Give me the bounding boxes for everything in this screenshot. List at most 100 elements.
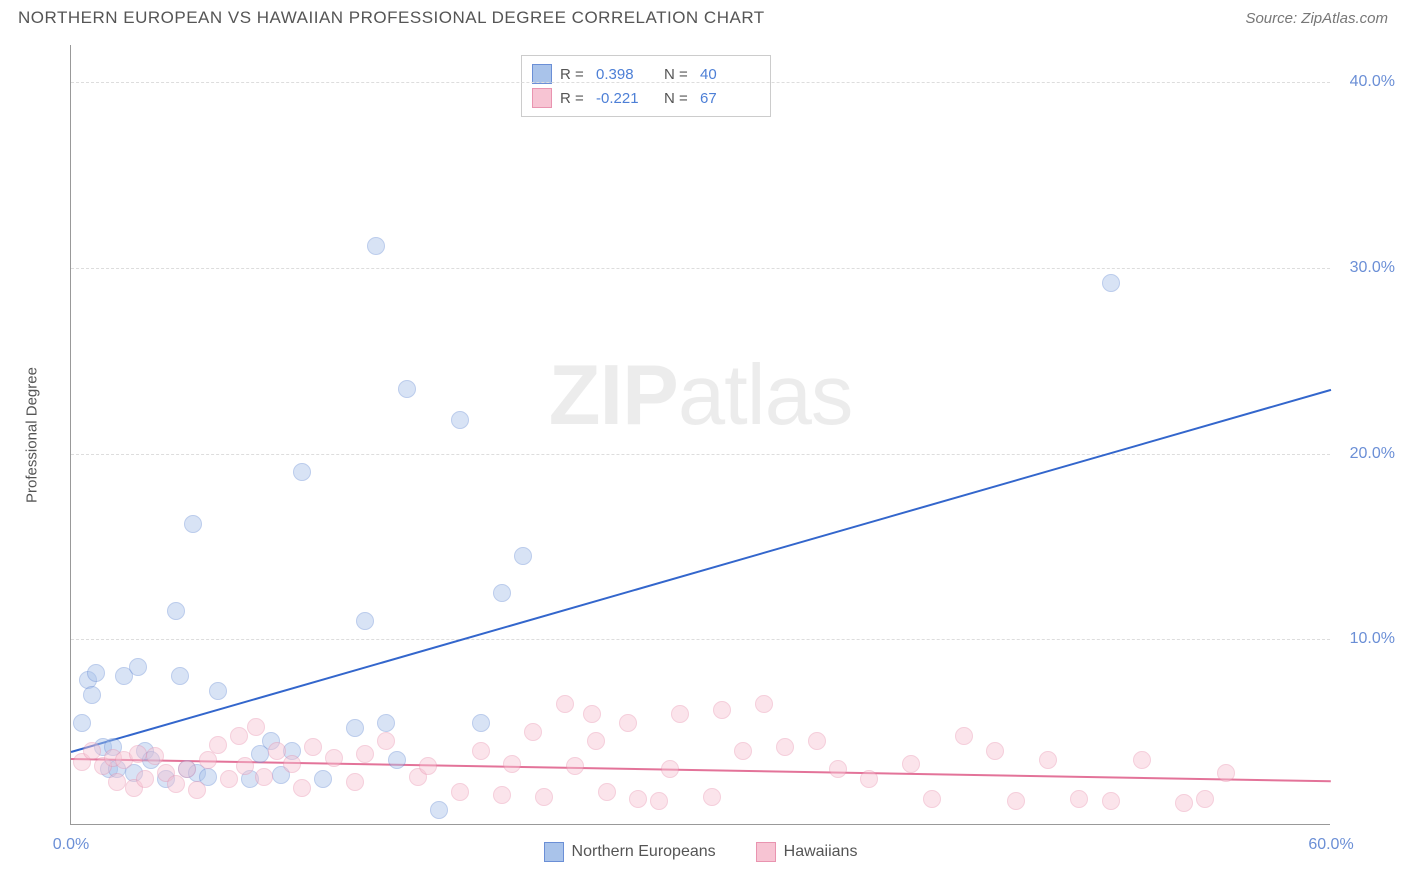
scatter-point (583, 705, 601, 723)
scatter-point (209, 736, 227, 754)
scatter-point (703, 788, 721, 806)
scatter-point (1070, 790, 1088, 808)
scatter-point (629, 790, 647, 808)
scatter-point (472, 742, 490, 760)
legend-label: Hawaiians (784, 843, 858, 861)
scatter-point (283, 755, 301, 773)
scatter-point (598, 783, 616, 801)
series-swatch (532, 64, 552, 84)
scatter-point (129, 658, 147, 676)
scatter-point (87, 664, 105, 682)
r-label: R = (560, 66, 588, 83)
n-value: 40 (700, 66, 760, 83)
y-tick-label: 30.0% (1350, 259, 1395, 277)
scatter-point (346, 719, 364, 737)
scatter-point (1175, 794, 1193, 812)
scatter-point (255, 768, 273, 786)
scatter-point (83, 686, 101, 704)
scatter-point (524, 723, 542, 741)
scatter-point (167, 602, 185, 620)
scatter-point (713, 701, 731, 719)
scatter-point (398, 380, 416, 398)
legend-label: Northern Europeans (572, 843, 716, 861)
scatter-point (514, 547, 532, 565)
scatter-point (377, 732, 395, 750)
scatter-point (860, 770, 878, 788)
scatter-point (419, 757, 437, 775)
scatter-point (535, 788, 553, 806)
scatter-point (776, 738, 794, 756)
scatter-point (661, 760, 679, 778)
scatter-point (1102, 274, 1120, 292)
scatter-point (1133, 751, 1151, 769)
chart-container: Professional Degree ZIPatlas R =0.398N =… (50, 45, 1330, 825)
trend-line (71, 389, 1332, 753)
scatter-point (188, 781, 206, 799)
gridline (71, 639, 1330, 640)
scatter-point (493, 786, 511, 804)
y-axis-label: Professional Degree (24, 367, 41, 503)
scatter-point (377, 714, 395, 732)
n-label: N = (664, 90, 692, 107)
scatter-point (388, 751, 406, 769)
scatter-point (236, 757, 254, 775)
y-tick-label: 40.0% (1350, 73, 1395, 91)
scatter-point (108, 773, 126, 791)
scatter-point (556, 695, 574, 713)
scatter-point (829, 760, 847, 778)
scatter-point (734, 742, 752, 760)
series-swatch (532, 88, 552, 108)
legend-item: Hawaiians (756, 842, 858, 862)
scatter-point (146, 747, 164, 765)
legend: Northern Europeans Hawaiians (71, 842, 1330, 862)
chart-title: NORTHERN EUROPEAN VS HAWAIIAN PROFESSION… (18, 8, 765, 28)
scatter-point (167, 775, 185, 793)
scatter-point (619, 714, 637, 732)
header: NORTHERN EUROPEAN VS HAWAIIAN PROFESSION… (0, 0, 1406, 32)
scatter-point (220, 770, 238, 788)
scatter-point (671, 705, 689, 723)
scatter-point (73, 714, 91, 732)
scatter-point (986, 742, 1004, 760)
n-value: 67 (700, 90, 760, 107)
legend-swatch (756, 842, 776, 862)
r-value: -0.221 (596, 90, 656, 107)
scatter-point (587, 732, 605, 750)
scatter-point (1102, 792, 1120, 810)
scatter-point (1039, 751, 1057, 769)
n-label: N = (664, 66, 692, 83)
legend-swatch (544, 842, 564, 862)
scatter-point (503, 755, 521, 773)
scatter-point (451, 411, 469, 429)
scatter-point (955, 727, 973, 745)
scatter-point (325, 749, 343, 767)
x-tick-label: 0.0% (53, 836, 89, 854)
scatter-point (1217, 764, 1235, 782)
scatter-point (304, 738, 322, 756)
r-value: 0.398 (596, 66, 656, 83)
scatter-point (199, 751, 217, 769)
scatter-point (367, 237, 385, 255)
scatter-point (1196, 790, 1214, 808)
y-tick-label: 10.0% (1350, 630, 1395, 648)
scatter-point (346, 773, 364, 791)
scatter-point (356, 745, 374, 763)
y-tick-label: 20.0% (1350, 445, 1395, 463)
scatter-point (293, 463, 311, 481)
gridline (71, 82, 1330, 83)
scatter-point (293, 779, 311, 797)
scatter-point (247, 718, 265, 736)
gridline (71, 268, 1330, 269)
scatter-point (171, 667, 189, 685)
legend-item: Northern Europeans (544, 842, 716, 862)
watermark: ZIPatlas (549, 347, 853, 445)
plot-area: ZIPatlas R =0.398N =40R =-0.221N =67 Nor… (70, 45, 1330, 825)
x-tick-label: 60.0% (1308, 836, 1353, 854)
scatter-point (356, 612, 374, 630)
scatter-point (808, 732, 826, 750)
stats-row: R =-0.221N =67 (532, 86, 760, 110)
scatter-point (136, 770, 154, 788)
scatter-point (1007, 792, 1025, 810)
scatter-point (650, 792, 668, 810)
scatter-point (755, 695, 773, 713)
